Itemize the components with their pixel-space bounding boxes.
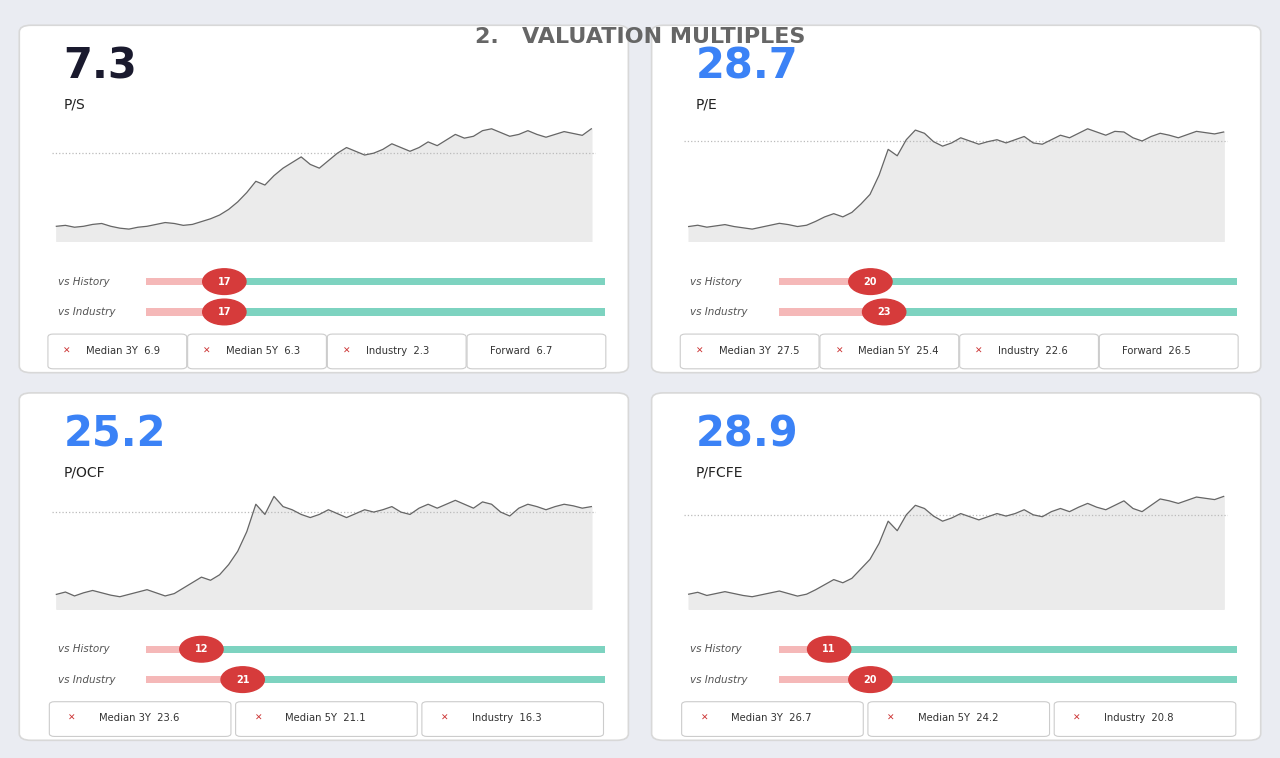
Text: ✕: ✕ (68, 714, 76, 723)
Text: ✕: ✕ (695, 346, 703, 356)
Text: 21: 21 (236, 675, 250, 684)
Text: Forward  6.7: Forward 6.7 (490, 346, 553, 356)
Text: Median 5Y  25.4: Median 5Y 25.4 (859, 346, 940, 356)
FancyBboxPatch shape (19, 393, 628, 741)
Text: 23: 23 (877, 307, 891, 317)
Text: vs History: vs History (58, 277, 109, 287)
Text: Median 5Y  21.1: Median 5Y 21.1 (285, 713, 366, 723)
Text: vs History: vs History (58, 644, 109, 654)
Text: P/S: P/S (64, 98, 86, 111)
Text: P/OCF: P/OCF (64, 465, 105, 479)
FancyBboxPatch shape (652, 25, 1261, 373)
Text: Industry  16.3: Industry 16.3 (471, 713, 541, 723)
Text: ✕: ✕ (204, 346, 210, 356)
Text: Forward  26.5: Forward 26.5 (1123, 346, 1192, 356)
FancyBboxPatch shape (652, 393, 1261, 741)
Text: 28.7: 28.7 (696, 45, 799, 87)
Text: 25.2: 25.2 (64, 413, 166, 455)
Text: 17: 17 (218, 277, 232, 287)
Text: 7.3: 7.3 (64, 45, 137, 87)
Text: Median 5Y  24.2: Median 5Y 24.2 (918, 713, 998, 723)
Text: vs Industry: vs Industry (690, 675, 748, 684)
Text: 12: 12 (195, 644, 209, 654)
Text: vs History: vs History (690, 277, 741, 287)
Text: 11: 11 (823, 644, 836, 654)
Text: ✕: ✕ (887, 714, 895, 723)
Text: vs History: vs History (690, 644, 741, 654)
Text: Median 3Y  27.5: Median 3Y 27.5 (719, 346, 799, 356)
Text: ✕: ✕ (255, 714, 262, 723)
Text: Median 3Y  6.9: Median 3Y 6.9 (87, 346, 160, 356)
Text: vs Industry: vs Industry (58, 307, 115, 317)
Text: ✕: ✕ (836, 346, 842, 356)
Text: Industry  2.3: Industry 2.3 (366, 346, 429, 356)
Text: 20: 20 (864, 277, 877, 287)
Text: vs Industry: vs Industry (690, 307, 748, 317)
Text: P/E: P/E (696, 98, 718, 111)
FancyBboxPatch shape (19, 25, 628, 373)
Text: ✕: ✕ (975, 346, 983, 356)
Text: vs Industry: vs Industry (58, 675, 115, 684)
Text: ✕: ✕ (700, 714, 708, 723)
Text: P/FCFE: P/FCFE (696, 465, 744, 479)
Text: Median 5Y  6.3: Median 5Y 6.3 (227, 346, 301, 356)
Text: Industry  22.6: Industry 22.6 (998, 346, 1068, 356)
Text: Industry  20.8: Industry 20.8 (1103, 713, 1174, 723)
Text: 20: 20 (864, 675, 877, 684)
Text: ✕: ✕ (343, 346, 351, 356)
Text: Median 3Y  23.6: Median 3Y 23.6 (99, 713, 179, 723)
Text: ✕: ✕ (440, 714, 448, 723)
Text: ✕: ✕ (1073, 714, 1080, 723)
Text: 2.   VALUATION MULTIPLES: 2. VALUATION MULTIPLES (475, 27, 805, 46)
Text: 17: 17 (218, 307, 232, 317)
Text: Median 3Y  26.7: Median 3Y 26.7 (731, 713, 812, 723)
Text: 28.9: 28.9 (696, 413, 799, 455)
Text: ✕: ✕ (63, 346, 70, 356)
